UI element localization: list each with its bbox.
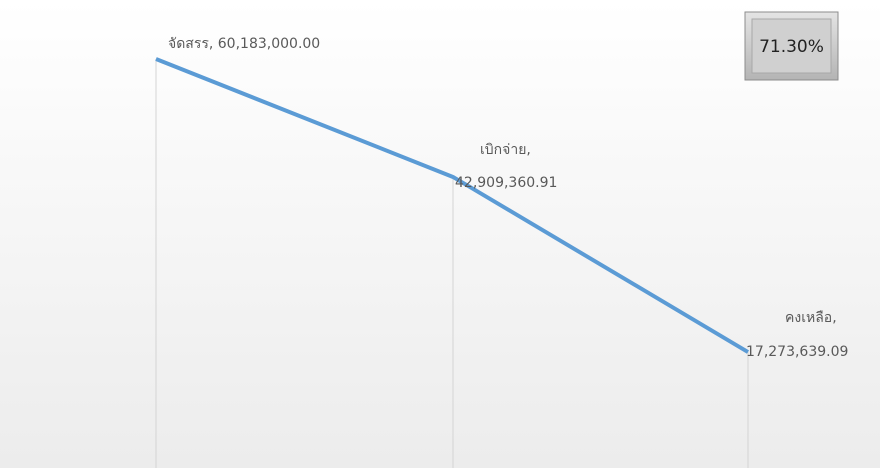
annotation-inner (751, 18, 832, 74)
annotation: 71.30% (759, 37, 824, 57)
plot: จัดสรร, 60,183,000.00 เบิกจ่าย, 42,909,360… (155, 36, 848, 360)
data-label: คงเหลือ, 17,273,639.09 (746, 310, 848, 360)
drop-lines (155, 59, 749, 468)
annotation-box: 71.30% (744, 11, 839, 81)
data-label: จัดสรร, 60,183,000.00 (168, 36, 320, 52)
line (155, 57, 750, 354)
data-label: เบิกจ่าย, 42,909,360.91 (455, 142, 557, 191)
